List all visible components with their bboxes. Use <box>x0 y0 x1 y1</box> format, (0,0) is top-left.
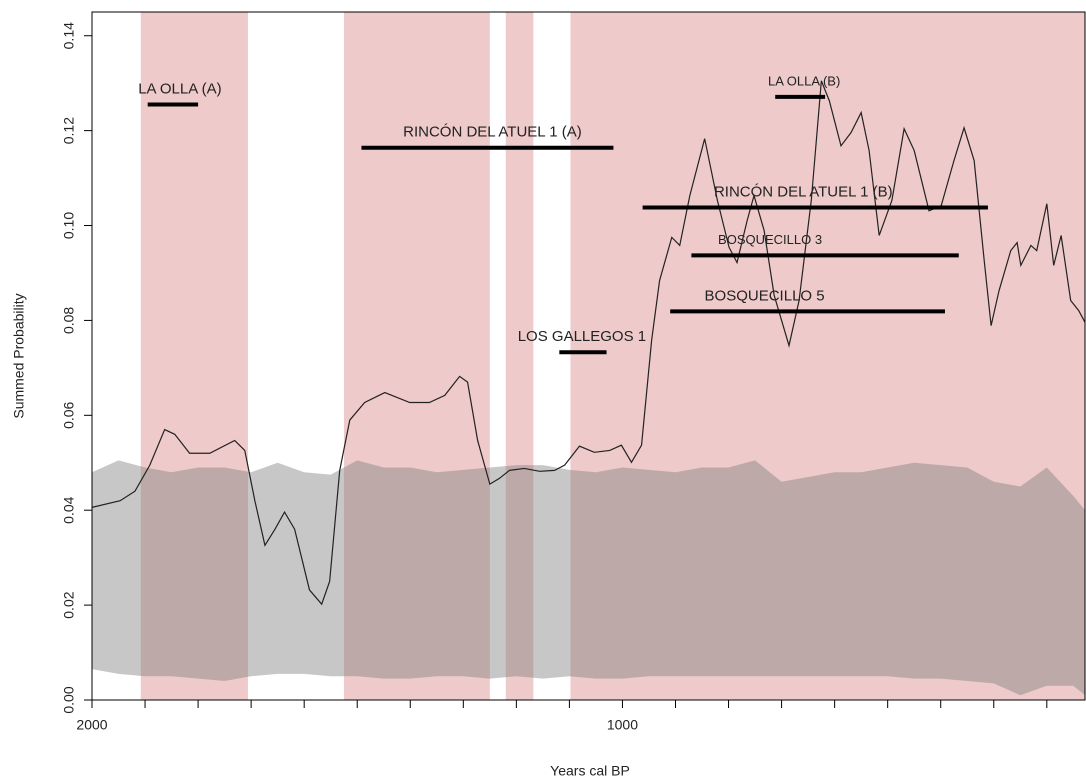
shaded-period <box>505 12 534 700</box>
y-tick-label: 0.12 <box>61 117 77 144</box>
y-tick-label: 0.02 <box>61 591 77 618</box>
y-tick-label: 0.14 <box>61 22 77 49</box>
y-tick-label: 0.00 <box>61 686 77 713</box>
site-label: LA OLLA (B) <box>768 73 840 88</box>
site-label: LA OLLA (A) <box>138 80 221 97</box>
y-tick-label: 0.04 <box>61 496 77 523</box>
y-tick-label: 0.10 <box>61 212 77 239</box>
envelope <box>92 460 1085 696</box>
site-label: BOSQUECILLO 5 <box>705 287 825 304</box>
y-axis-label: Summed Probability <box>11 293 27 418</box>
x-tick-label: 2000 <box>76 717 107 733</box>
shaded-period <box>570 12 1085 700</box>
site-label: LOS GALLEGOS 1 <box>518 328 646 345</box>
x-tick-label: 1000 <box>607 717 638 733</box>
site-label: BOSQUECILLO 3 <box>718 232 822 247</box>
shaded-period <box>140 12 248 700</box>
site-label: RINCÓN DEL ATUEL 1 (B) <box>714 183 893 200</box>
x-axis-label: Years cal BP <box>550 763 630 779</box>
y-tick-label: 0.06 <box>61 401 77 428</box>
summed-probability-line <box>91 80 1086 606</box>
shaded-period <box>343 12 490 700</box>
y-tick-label: 0.08 <box>61 307 77 334</box>
plot-frame <box>91 11 1086 701</box>
site-label: RINCÓN DEL ATUEL 1 (A) <box>403 124 582 141</box>
